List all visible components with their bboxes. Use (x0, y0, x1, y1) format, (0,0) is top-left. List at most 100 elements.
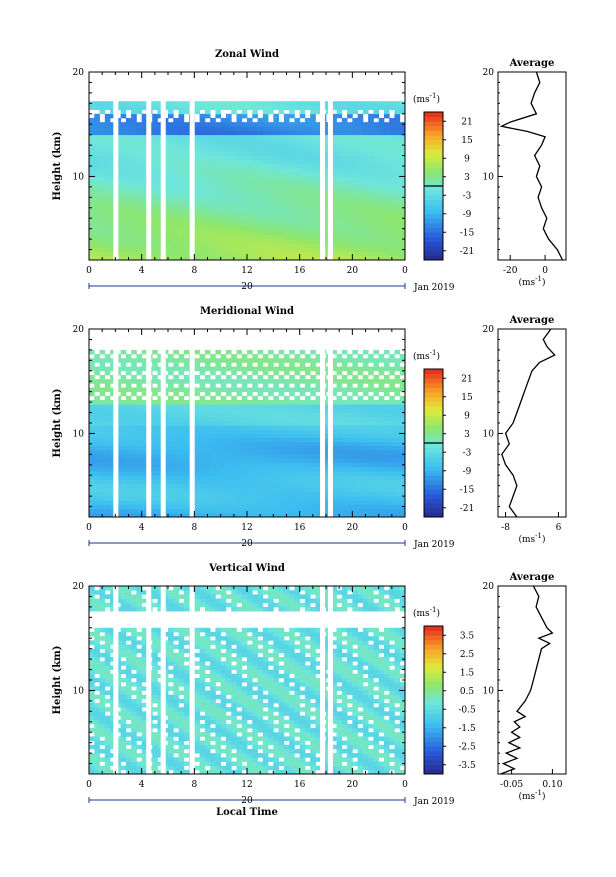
heatmap-cell (247, 488, 253, 493)
heatmap-cell (168, 156, 174, 161)
heatmap-cell (210, 139, 216, 144)
heatmap-cell (284, 222, 290, 227)
heatmap-cell (352, 156, 358, 161)
heatmap-cell (105, 417, 111, 422)
heatmap-cell (221, 396, 227, 401)
heatmap-cell (300, 214, 306, 219)
colorbar-swatch (424, 485, 443, 490)
colorbar-swatch (424, 158, 443, 163)
heatmap-cell (89, 745, 95, 750)
heatmap-cell (121, 599, 127, 604)
heatmap-cell (342, 496, 348, 501)
heatmap-cell (289, 139, 295, 144)
heatmap-cell (252, 471, 258, 476)
heatmap-cell (358, 484, 364, 489)
heatmap-cell (236, 139, 242, 144)
heatmap-cell (263, 197, 269, 202)
heatmap-cell (268, 239, 274, 244)
heatmap-cell (342, 126, 348, 131)
heatmap-cell (363, 438, 369, 443)
heatmap-cell (384, 417, 390, 422)
heatmap-cell (310, 446, 316, 451)
colorbar-swatch (424, 209, 443, 214)
heatmap-cell (89, 362, 95, 367)
heatmap-cell (105, 185, 111, 190)
heatmap-cell (358, 492, 364, 497)
heatmap-cell (268, 143, 274, 148)
heatmap-cell (221, 147, 227, 152)
heatmap-cell (368, 168, 374, 173)
heatmap-cell (273, 383, 279, 388)
heatmap-cell (205, 413, 211, 418)
heatmap-cell (268, 243, 274, 248)
heatmap-cell (236, 350, 242, 355)
heatmap-cell (121, 649, 127, 654)
heatmap-cell (194, 392, 200, 397)
heatmap-cell (342, 450, 348, 455)
heatmap-cell (373, 193, 379, 198)
heatmap-cell (263, 235, 269, 240)
heatmap-cell (368, 446, 374, 451)
heatmap-cell (389, 231, 395, 236)
heatmap-cell (131, 239, 137, 244)
heatmap-cell (179, 425, 185, 430)
heatmap-cell (273, 218, 279, 223)
heatmap-cell (168, 425, 174, 430)
heatmap-cell (205, 379, 211, 384)
heatmap-cell (242, 417, 248, 422)
heatmap-cell (258, 139, 264, 144)
heatmap-cell (242, 408, 248, 413)
heatmap-cell (100, 500, 106, 505)
heatmap-cell (168, 252, 174, 257)
heatmap-cell (89, 736, 95, 741)
heatmap-cell (200, 202, 206, 207)
heatmap-cell (200, 135, 206, 140)
heatmap-cell (363, 101, 369, 106)
heatmap-cell (221, 122, 227, 127)
heatmap-cell (305, 425, 311, 430)
heatmap-cell (215, 467, 221, 472)
heatmap-cell (168, 371, 174, 376)
heatmap-cell (231, 454, 237, 459)
heatmap-cell (89, 231, 95, 236)
heatmap-cell (179, 164, 185, 169)
heatmap-cell (194, 442, 200, 447)
heatmap-cell (389, 143, 395, 148)
heatmap-cell (226, 429, 232, 434)
heatmap-cell (342, 392, 348, 397)
heatmap-cell (363, 147, 369, 152)
heatmap-cell (226, 118, 232, 123)
heatmap-cell (173, 156, 179, 161)
heatmap-cell (136, 417, 142, 422)
heatmap-cell (337, 135, 343, 140)
heatmap-cell (384, 504, 390, 509)
colorbar-swatch (424, 503, 443, 508)
heatmap-cell (205, 202, 211, 207)
heatmap-cell (231, 358, 237, 363)
heatmap-cell (368, 438, 374, 443)
heatmap-cell (194, 181, 200, 186)
heatmap-cell (121, 732, 127, 737)
heatmap-cell (279, 417, 285, 422)
heatmap-cell (347, 151, 353, 156)
heatmap-cell (184, 168, 190, 173)
heatmap-cell (236, 387, 242, 392)
heatmap-cell (210, 231, 216, 236)
heatmap-cell (121, 632, 127, 637)
heatmap-cell (258, 484, 264, 489)
heatmap-cell (121, 479, 127, 484)
heatmap-cell (231, 425, 237, 430)
heatmap-cell (389, 156, 395, 161)
heatmap-cell (100, 193, 106, 198)
heatmap-cell (242, 231, 248, 236)
heatmap-cell (168, 367, 174, 372)
heatmap-cell (284, 135, 290, 140)
heatmap-cell (273, 164, 279, 169)
heatmap-cell (300, 247, 306, 252)
heatmap-cell (379, 135, 385, 140)
heatmap-cell (373, 172, 379, 177)
heatmap-cell (389, 454, 395, 459)
heatmap-cell (373, 500, 379, 505)
heatmap-cell (342, 168, 348, 173)
heatmap-cell (389, 151, 395, 156)
